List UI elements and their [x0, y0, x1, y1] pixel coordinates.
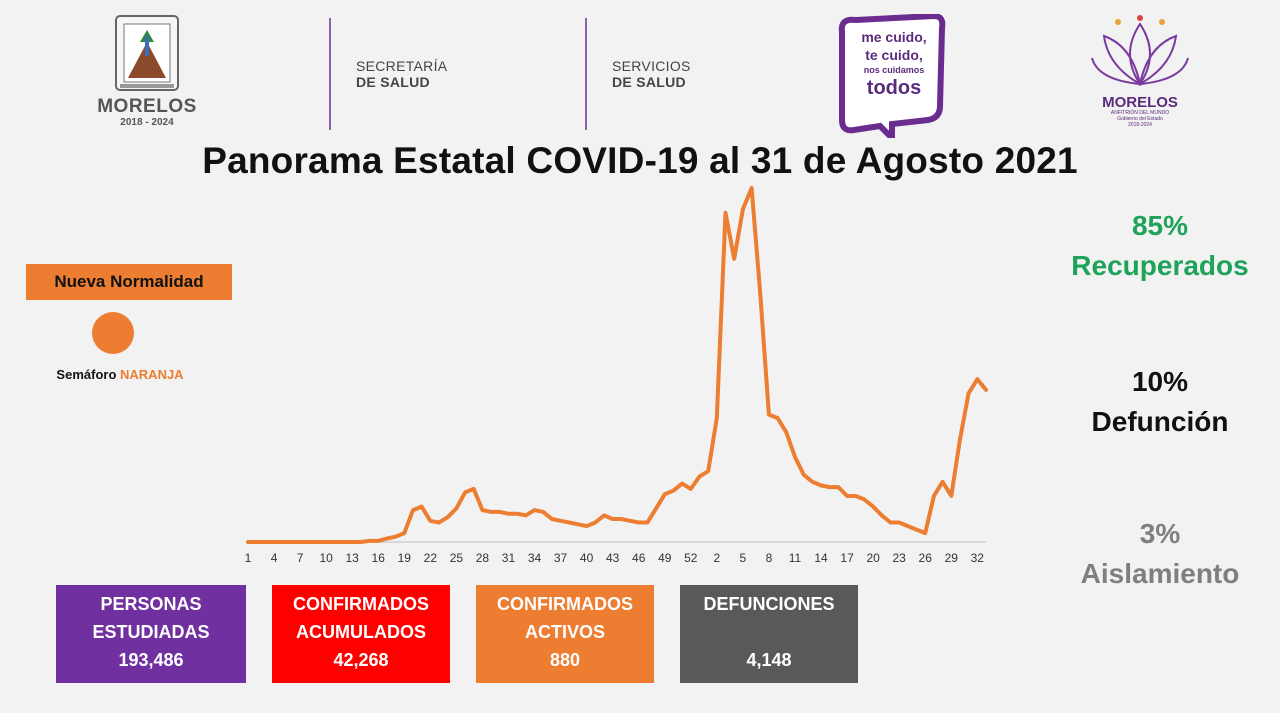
x-tick-label: 29: [945, 551, 959, 565]
slogan-logo: me cuido, te cuido, nos cuidamos todos: [836, 14, 946, 138]
acumulados-line1: CONFIRMADOS: [293, 594, 429, 614]
x-tick-label: 2: [714, 551, 721, 565]
defuncion-pct: 10%: [1131, 366, 1189, 397]
x-tick-label: 31: [502, 551, 516, 565]
agency-servicios: SERVICIOS DE SALUD: [612, 58, 691, 90]
gov-logo-tagline: ANFITRIÓN DEL MUNDO: [1110, 110, 1170, 116]
x-tick-label: 43: [606, 551, 620, 565]
x-tick-label: 34: [528, 551, 542, 565]
x-tick-label: 16: [372, 551, 386, 565]
slogan-frame-icon: [838, 14, 946, 138]
semaforo-label: Semáforo NARANJA: [20, 367, 220, 382]
slogan-line2: te cuido,: [865, 47, 923, 63]
agency-secretaria-line2: DE SALUD: [356, 74, 430, 90]
aislamiento-label: Aislamiento: [1080, 558, 1240, 589]
x-tick-label: 10: [319, 551, 333, 565]
series-line: [246, 186, 988, 544]
x-tick-label: 19: [398, 551, 412, 565]
agency-secretaria-line1: SECRETARÍA: [356, 58, 448, 74]
x-tick-label: 5: [740, 551, 747, 565]
estudiadas-value: 193,486: [118, 650, 184, 670]
semaforo-prefix: Semáforo: [56, 367, 117, 382]
box-defunciones: DEFUNCIONES 4,148: [680, 585, 858, 683]
aislamiento-pct: 3%: [1139, 518, 1181, 549]
slogan-line3: nos cuidamos: [863, 65, 925, 75]
gov-logo-sub1: Gobierno del Estado: [1117, 116, 1163, 122]
government-logo: MORELOS ANFITRIÓN DEL MUNDO Gobierno del…: [1090, 14, 1190, 138]
x-tick-label: 37: [554, 551, 568, 565]
header-divider: [585, 18, 587, 130]
morelos-crest-icon: [115, 15, 179, 91]
gov-logo-name: MORELOS: [1102, 94, 1178, 111]
estudiadas-line2: ESTUDIADAS: [92, 622, 210, 642]
x-tick-label: 13: [346, 551, 360, 565]
x-tick-label: 26: [919, 551, 933, 565]
box-confirmados-acumulados: CONFIRMADOS ACUMULADOS 42,268: [272, 585, 450, 683]
activos-value: 880: [549, 650, 581, 670]
stat-recuperados: 85% Recuperados: [1040, 206, 1280, 286]
state-logo-years: 2018 - 2024: [120, 117, 174, 128]
stat-aislamiento: 3% Aislamiento: [1040, 514, 1280, 594]
morelos-state-logo: MORELOS 2018 - 2024: [92, 14, 202, 138]
activos-line1: CONFIRMADOS: [497, 594, 633, 614]
x-tick-label: 14: [814, 551, 828, 565]
recuperados-label: Recuperados: [1071, 250, 1249, 281]
x-tick-label: 40: [580, 551, 594, 565]
stat-defuncion: 10% Defunción: [1040, 362, 1280, 442]
x-tick-label: 8: [766, 551, 773, 565]
state-logo-name: MORELOS: [97, 96, 197, 117]
covid-trend-chart: 1 4 7 10 13 16 19 22 25 28 31 34 37 40 43 46 49 52 2 5 8 11 14…: [245, 186, 988, 565]
semaforo-dot-icon: [92, 312, 134, 354]
x-tick-label: 22: [424, 551, 438, 565]
estudiadas-line1: PERSONAS: [100, 594, 202, 614]
x-tick-label: 7: [297, 551, 304, 565]
agency-servicios-line1: SERVICIOS: [612, 58, 691, 74]
box-personas-estudiadas: PERSONAS ESTUDIADAS 193,486: [56, 585, 246, 683]
defunciones-value: 4,148: [746, 650, 792, 670]
header-divider: [329, 18, 331, 130]
slogan-line4: todos: [866, 77, 922, 99]
x-tick-label: 11: [789, 551, 802, 565]
x-tick-label: 4: [271, 551, 278, 565]
gov-logo-sub2: 2018-2024: [1128, 122, 1152, 128]
agency-servicios-line2: DE SALUD: [612, 74, 686, 90]
x-tick-label: 46: [632, 551, 646, 565]
x-tick-label: 20: [866, 551, 880, 565]
defuncion-label: Defunción: [1091, 406, 1229, 437]
x-tick-label: 1: [245, 551, 252, 565]
x-tick-label: 17: [840, 551, 854, 565]
x-tick-label: 25: [450, 551, 464, 565]
x-tick-label: 32: [971, 551, 985, 565]
box-confirmados-activos: CONFIRMADOS ACTIVOS 880: [476, 585, 654, 683]
slogan-line1: me cuido,: [861, 29, 927, 45]
activos-line2: ACTIVOS: [524, 622, 605, 642]
semaforo-color-word: NARANJA: [120, 367, 184, 382]
x-tick-label: 49: [658, 551, 672, 565]
x-tick-label: 52: [684, 551, 698, 565]
nueva-normalidad-badge: Nueva Normalidad: [26, 264, 232, 300]
acumulados-line2: ACUMULADOS: [296, 622, 426, 642]
x-tick-label: 28: [476, 551, 490, 565]
defunciones-line1: DEFUNCIONES: [703, 594, 835, 614]
flower-icon: [1091, 15, 1189, 86]
agency-secretaria: SECRETARÍA DE SALUD: [356, 58, 447, 90]
acumulados-value: 42,268: [333, 650, 389, 670]
x-tick-label: 23: [892, 551, 906, 565]
page-title: Panorama Estatal COVID-19 al 31 de Agost…: [202, 140, 1078, 181]
recuperados-pct: 85%: [1131, 210, 1189, 241]
